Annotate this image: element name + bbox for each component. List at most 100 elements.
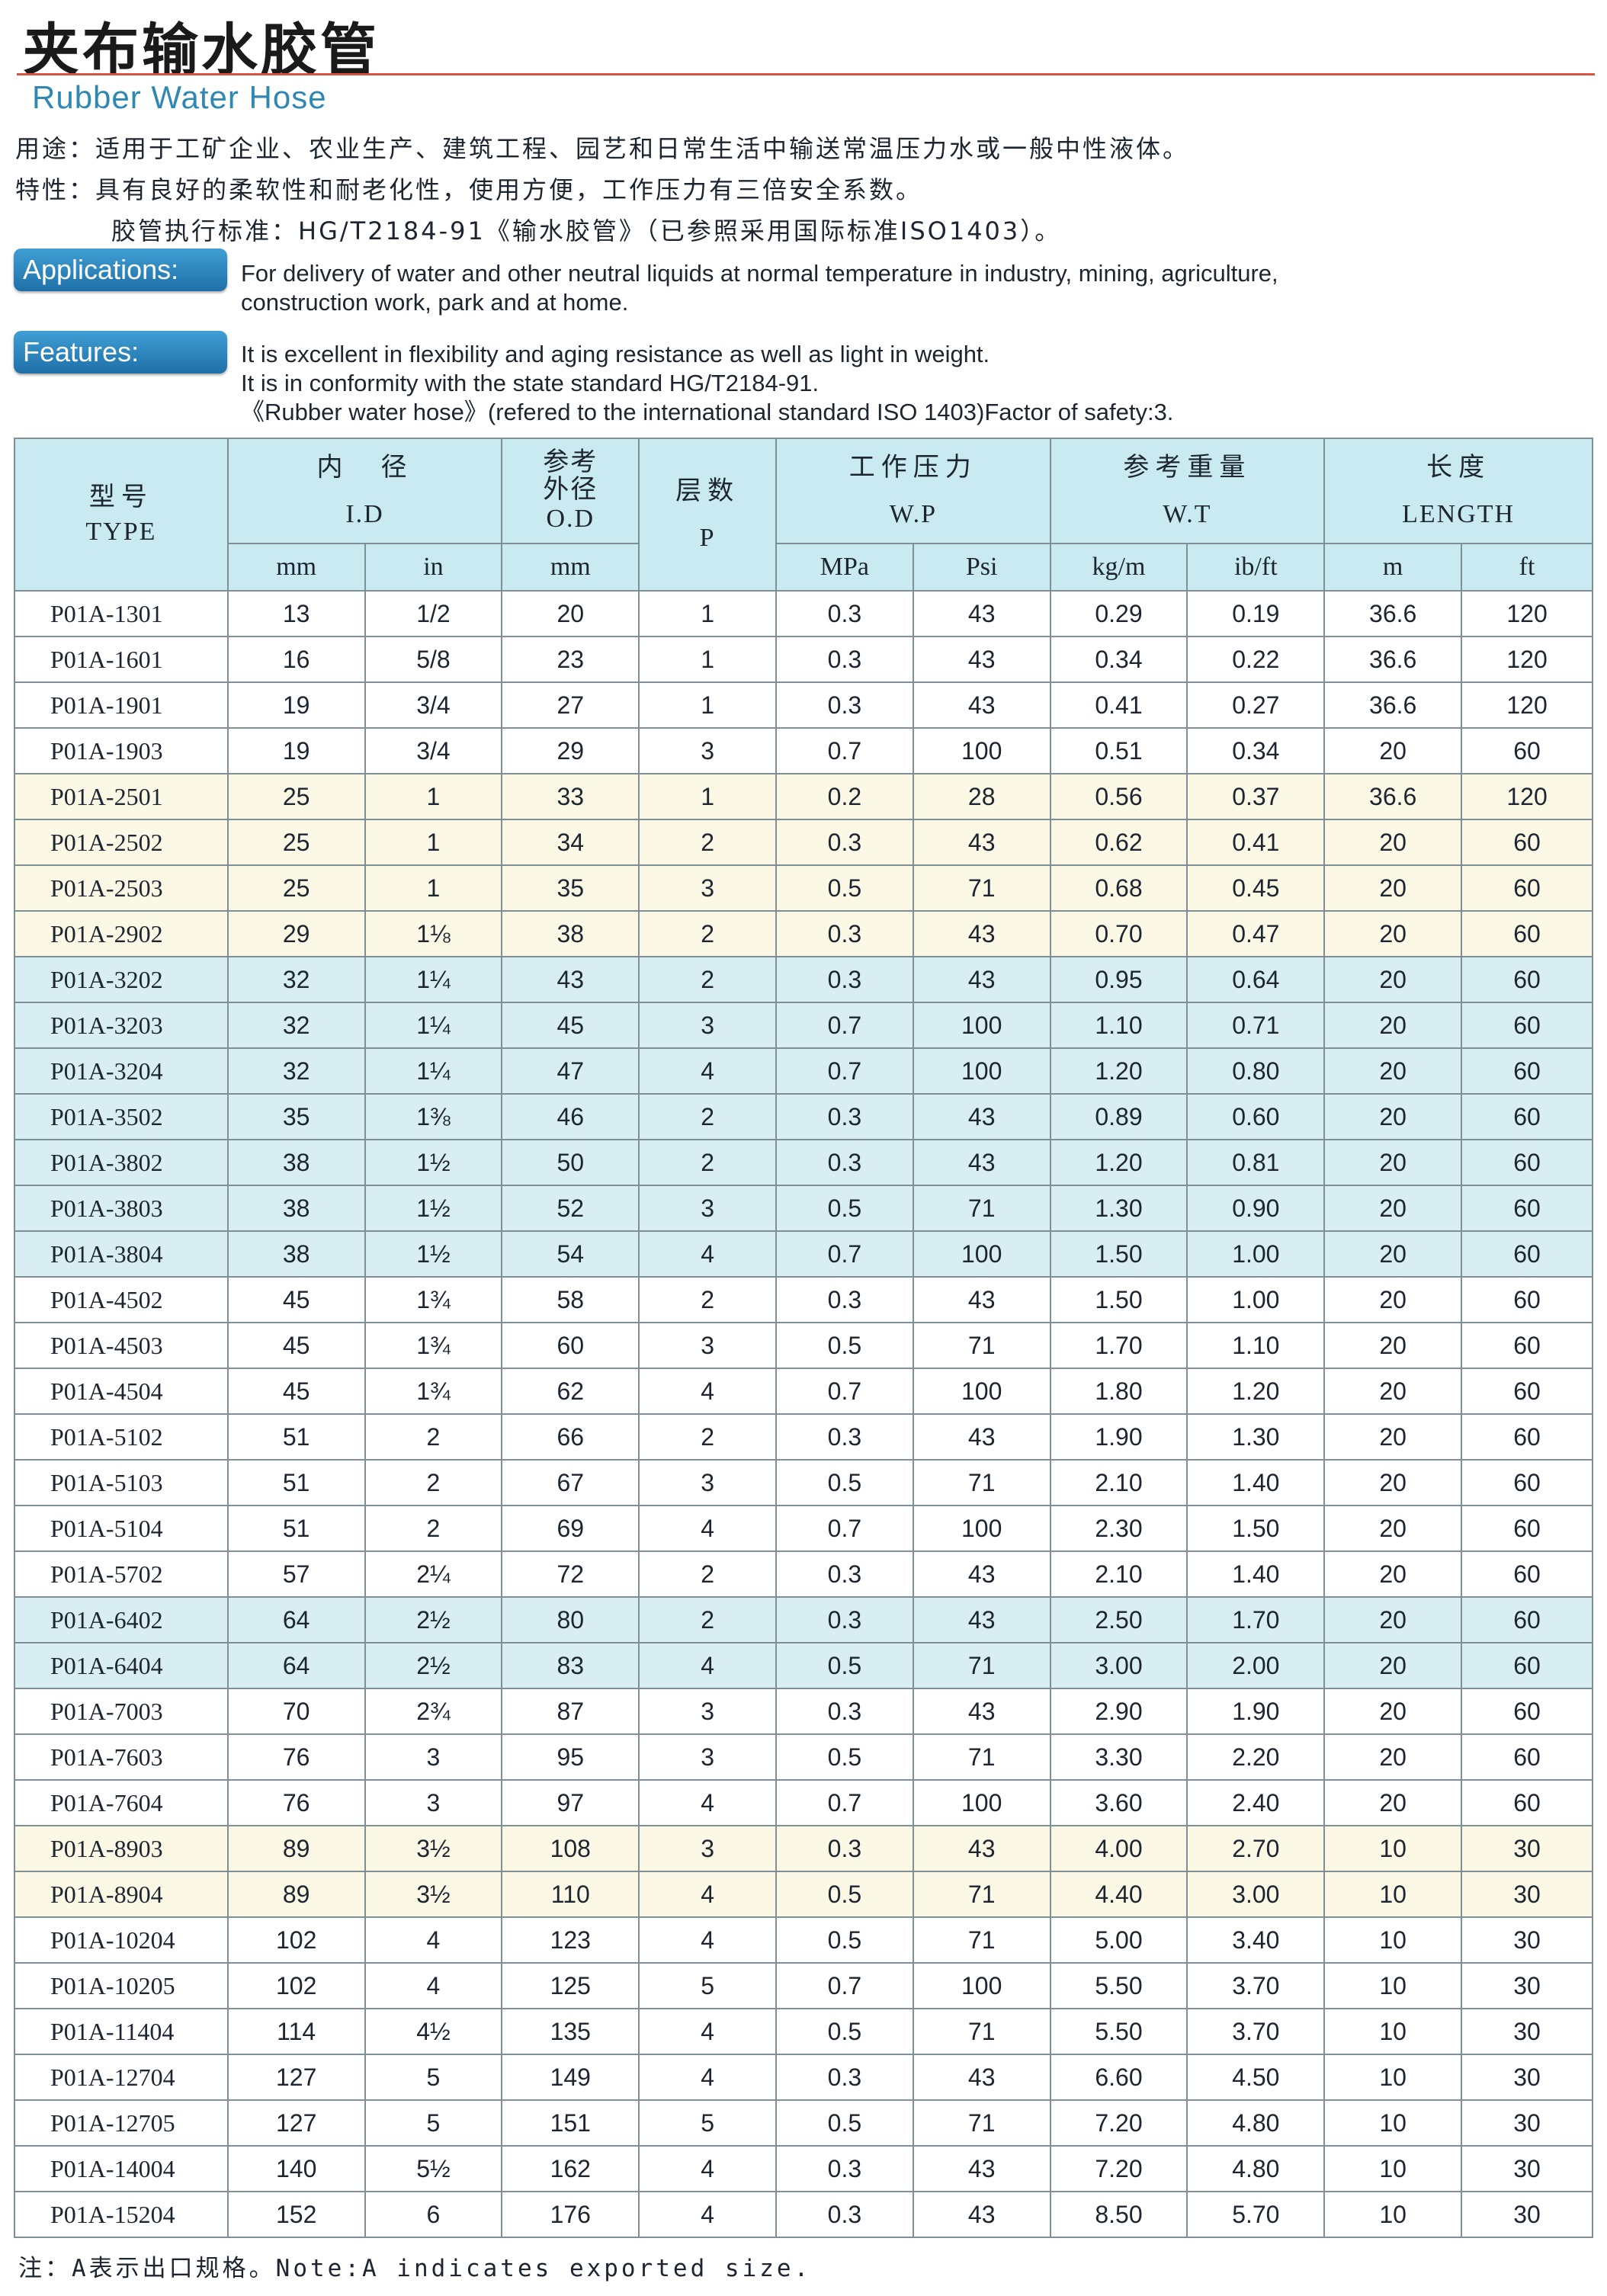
- table-cell: 0.45: [1186, 864, 1326, 912]
- table-cell: 0.60: [1186, 1093, 1326, 1140]
- unit-header: m: [1323, 543, 1463, 592]
- table-cell: 29: [226, 910, 366, 957]
- table-cell: 100: [912, 1505, 1051, 1552]
- table-cell: 149: [501, 2054, 640, 2101]
- table-cell: 0.56: [1049, 773, 1188, 820]
- table-cell: 2.00: [1186, 1642, 1326, 1689]
- table-cell: 45: [501, 1002, 640, 1049]
- table-cell: 4: [638, 2054, 777, 2101]
- table-cell: 23: [501, 636, 640, 683]
- header-wp-en: W.P: [889, 500, 937, 528]
- table-cell: 36.6: [1323, 590, 1463, 637]
- table-cell: 1¼: [364, 956, 503, 1003]
- table-cell: 102: [226, 1916, 366, 1964]
- table-cell: 38: [226, 1139, 366, 1186]
- model-cell: P01A-1901: [14, 681, 229, 729]
- model-cell: P01A-1301: [14, 590, 229, 637]
- model-cell: P01A-3802: [14, 1139, 229, 1186]
- table-cell: 1.30: [1049, 1185, 1188, 1232]
- table-cell: 5½: [364, 2145, 503, 2192]
- model-cell: P01A-5702: [14, 1550, 229, 1598]
- table-cell: 0.3: [775, 636, 914, 683]
- table-cell: 57: [226, 1550, 366, 1598]
- table-cell: 72: [501, 1550, 640, 1598]
- model-cell: P01A-2501: [14, 773, 229, 820]
- table-cell: 0.2: [775, 773, 914, 820]
- table-cell: 3½: [364, 1871, 503, 1918]
- table-cell: 5/8: [364, 636, 503, 683]
- table-cell: 4: [364, 1916, 503, 1964]
- table-row: P01A-7003 70 2¾ 87 3 0.3 43 2.90 1.90 20 60: [14, 1688, 1593, 1735]
- table-cell: 4: [638, 1230, 777, 1278]
- model-cell: P01A-10204: [14, 1916, 229, 1964]
- table-row: P01A-10205 102 4 125 5 0.7 100 5.50 3.70 10 30: [14, 1962, 1593, 2009]
- table-cell: 60: [1461, 1550, 1593, 1598]
- table-cell: 0.3: [775, 2054, 914, 2101]
- table-row: P01A-3803 38 1½ 52 3 0.5 71 1.30 0.90 20 60: [14, 1185, 1593, 1232]
- table-cell: 60: [1461, 910, 1593, 957]
- table-cell: 62: [501, 1368, 640, 1415]
- table-cell: 20: [1323, 1459, 1463, 1506]
- table-cell: 4.40: [1049, 1871, 1188, 1918]
- table-cell: 4: [638, 1368, 777, 1415]
- table-cell: 3: [638, 1733, 777, 1781]
- table-cell: 28: [912, 773, 1051, 820]
- table-cell: 60: [1461, 1368, 1593, 1415]
- table-cell: 20: [1323, 910, 1463, 957]
- table-cell: 127: [226, 2054, 366, 2101]
- table-cell: 3.00: [1049, 1642, 1188, 1689]
- model-cell: P01A-8903: [14, 1825, 229, 1872]
- table-cell: 10: [1323, 2008, 1463, 2055]
- table-cell: 3: [638, 1459, 777, 1506]
- table-cell: 3: [638, 1185, 777, 1232]
- table-row: P01A-3204 32 1¼ 47 4 0.7 100 1.20 0.80 20 60: [14, 1047, 1593, 1095]
- model-cell: P01A-3502: [14, 1093, 229, 1140]
- unit-header: kg/m: [1049, 543, 1188, 592]
- table-cell: 60: [1461, 1276, 1593, 1323]
- table-cell: 43: [912, 1550, 1051, 1598]
- table-cell: 0.7: [775, 1505, 914, 1552]
- table-cell: 4: [638, 1505, 777, 1552]
- header-p: 层数 P: [638, 438, 777, 592]
- table-cell: 0.3: [775, 1596, 914, 1643]
- table-cell: 10: [1323, 2145, 1463, 2192]
- table-cell: 1: [638, 636, 777, 683]
- table-cell: 1: [364, 864, 503, 912]
- table-cell: 20: [1323, 1688, 1463, 1735]
- table-cell: 20: [1323, 1230, 1463, 1278]
- table-cell: 1/2: [364, 590, 503, 637]
- table-row: P01A-7604 76 3 97 4 0.7 100 3.60 2.40 20 60: [14, 1779, 1593, 1826]
- table-cell: 0.5: [775, 1185, 914, 1232]
- table-cell: 0.34: [1049, 636, 1188, 683]
- unit-header: ft: [1461, 543, 1593, 592]
- table-cell: 0.70: [1049, 910, 1188, 957]
- header-type-en: TYPE: [85, 518, 157, 546]
- table-cell: 83: [501, 1642, 640, 1689]
- table-cell: 60: [1461, 1505, 1593, 1552]
- table-cell: 0.64: [1186, 956, 1326, 1003]
- table-cell: 35: [501, 864, 640, 912]
- table-cell: 71: [912, 1185, 1051, 1232]
- table-cell: 2: [638, 1093, 777, 1140]
- table-row: P01A-12705 127 5 151 5 0.5 71 7.20 4.80 10 30: [14, 2099, 1593, 2147]
- model-cell: P01A-11404: [14, 2008, 229, 2055]
- table-cell: 20: [1323, 1185, 1463, 1232]
- model-cell: P01A-3804: [14, 1230, 229, 1278]
- table-cell: 100: [912, 1779, 1051, 1826]
- table-cell: 43: [912, 956, 1051, 1003]
- table-cell: 20: [1323, 1550, 1463, 1598]
- table-row: P01A-10204 102 4 123 4 0.5 71 5.00 3.40 10 30: [14, 1916, 1593, 1964]
- table-cell: 10: [1323, 1962, 1463, 2009]
- table-cell: 0.62: [1049, 819, 1188, 866]
- table-cell: 2: [638, 1139, 777, 1186]
- table-row: P01A-11404 114 4½ 135 4 0.5 71 5.50 3.70 10 30: [14, 2008, 1593, 2055]
- table-cell: 60: [1461, 1185, 1593, 1232]
- table-cell: 2: [638, 1413, 777, 1461]
- table-cell: 43: [912, 819, 1051, 866]
- table-cell: 20: [1323, 727, 1463, 774]
- table-cell: 1.00: [1186, 1276, 1326, 1323]
- table-cell: 3½: [364, 1825, 503, 1872]
- table-cell: 5.50: [1049, 1962, 1188, 2009]
- table-cell: 5.50: [1049, 2008, 1188, 2055]
- table-cell: 20: [1323, 1093, 1463, 1140]
